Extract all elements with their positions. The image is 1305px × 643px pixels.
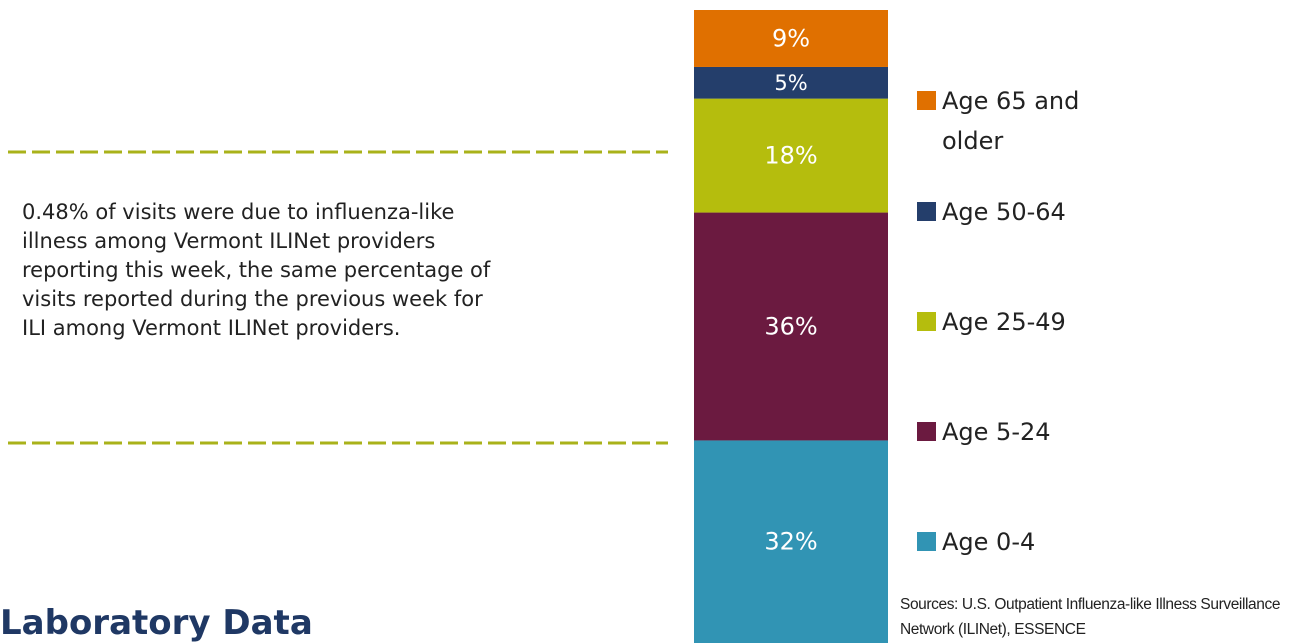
- bar-segment: [694, 440, 888, 643]
- legend-label: Age 50-64: [942, 198, 1066, 226]
- legend-item: Age 0-4: [917, 522, 1127, 562]
- data-label: 36%: [764, 313, 817, 341]
- bar-segment: [694, 10, 888, 67]
- legend-label: Age 25-49: [942, 308, 1066, 336]
- legend-item: Age 25-49: [917, 302, 1127, 342]
- data-label: 9%: [772, 24, 810, 52]
- legend-label: Age 65 and older: [942, 87, 1080, 155]
- legend-swatch: [917, 312, 936, 331]
- data-label: 5%: [774, 71, 807, 95]
- legend-swatch: [917, 422, 936, 441]
- legend-swatch: [917, 202, 936, 221]
- bar-segment: [694, 66, 888, 99]
- legend-item: Age 5-24: [917, 412, 1127, 452]
- section-heading: Laboratory Data: [0, 603, 313, 643]
- legend-swatch: [917, 532, 936, 551]
- sources: Sources: U.S. Outpatient Influenza-like …: [900, 596, 1281, 638]
- legend-item: Age 65 and older: [917, 81, 1127, 161]
- legend-item: Age 50-64: [917, 192, 1127, 232]
- data-label: 18%: [764, 142, 817, 170]
- bar-segment: [694, 212, 888, 441]
- data-label: 32%: [764, 528, 817, 556]
- summary-text: 0.48% of visits were due to influenza-li…: [22, 200, 491, 340]
- legend-label: Age 0-4: [942, 528, 1036, 556]
- legend-swatch: [917, 91, 936, 110]
- bar-segment: [694, 98, 888, 213]
- legend-label: Age 5-24: [942, 418, 1051, 446]
